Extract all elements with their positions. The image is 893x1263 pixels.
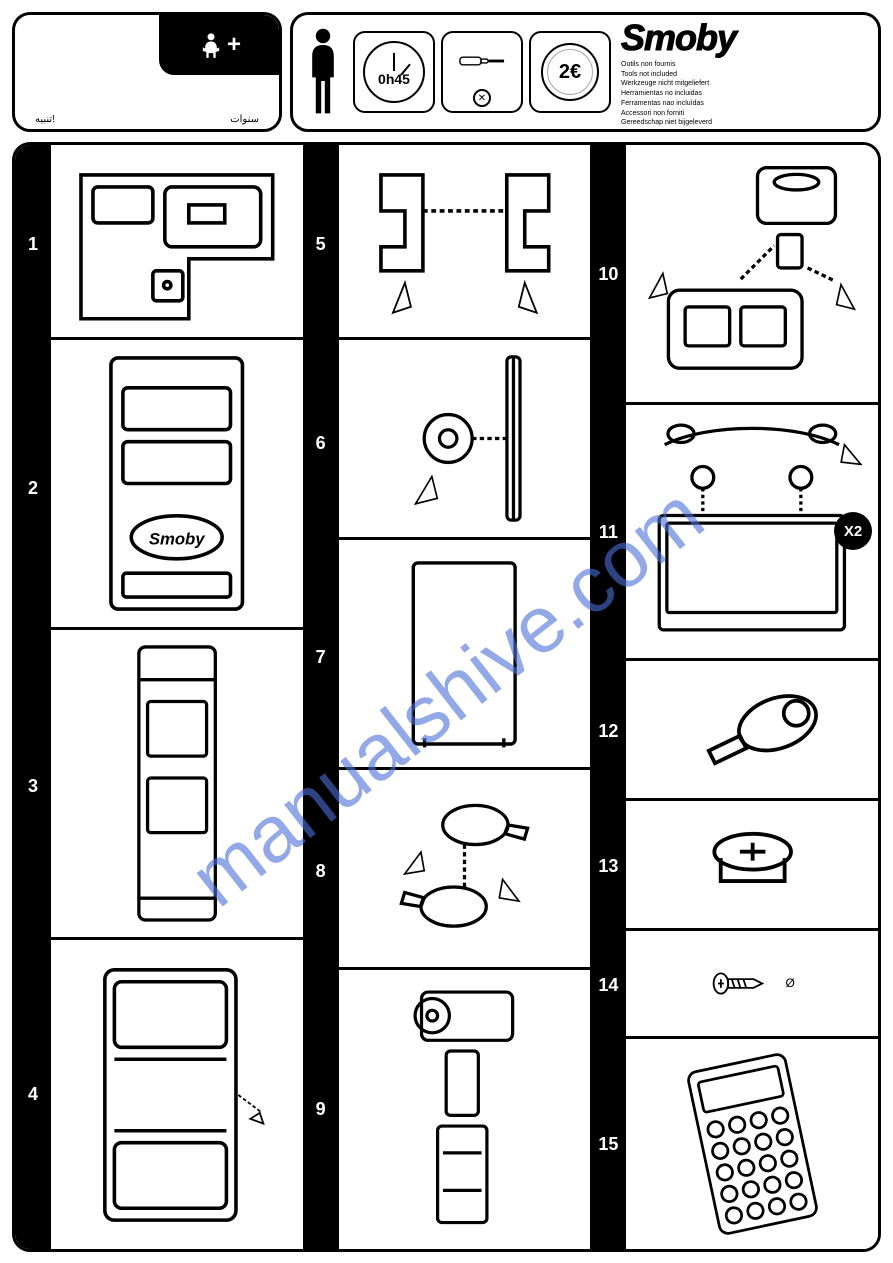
tools-note-5: Accessori non forniti: [621, 110, 787, 118]
part-4: [51, 940, 303, 1250]
panel-icon: [385, 546, 543, 761]
counter-top-icon: [57, 151, 297, 331]
part-label-11: 11: [590, 404, 626, 663]
screwdriver-card: ✕: [441, 31, 523, 113]
part-14: Ø: [626, 931, 878, 1039]
tools-note-0: Outils non fournis: [621, 61, 787, 69]
image-col-2: [339, 145, 591, 1249]
image-col-3: X2: [626, 145, 878, 1249]
part-label-9: 9: [303, 971, 339, 1249]
time-card: 0h45: [353, 31, 435, 113]
part-label-3: 3: [15, 632, 51, 940]
screwdriver-icon: [458, 37, 506, 85]
coin-icon: 2€: [541, 43, 599, 101]
part-label-2: 2: [15, 344, 51, 632]
parts-grid: manualshive.com 1 2 3 4: [12, 142, 881, 1252]
arabic-years: سنوات: [230, 114, 259, 125]
basket-hooks-icon: [345, 151, 585, 331]
cabinet-front-icon: Smoby: [93, 346, 260, 621]
part-label-8: 8: [303, 772, 339, 971]
tools-note-2: Werkzeuge nicht mitgeliefert: [621, 80, 787, 88]
coin-value: 2€: [559, 61, 581, 84]
part-label-10: 10: [590, 145, 626, 404]
part-3: [51, 630, 303, 940]
part-2: Smoby: [51, 340, 303, 630]
part-11: X2: [626, 405, 878, 661]
part-label-7: 7: [303, 543, 339, 772]
part-label-13: 13: [590, 801, 626, 930]
age-warning-box: + تنبيه! سنوات: [12, 12, 282, 132]
part-10: [626, 145, 878, 405]
part-label-6: 6: [303, 344, 339, 543]
age-icon-badge: +: [159, 15, 279, 75]
part-13: [626, 801, 878, 931]
part-label-15: 15: [590, 1040, 626, 1249]
tools-note-4: Ferramentas nao incluídas: [621, 100, 787, 108]
label-col-1: 1 2 3 4: [15, 145, 51, 1249]
tools-note-1: Tools not included: [621, 71, 787, 79]
child-icon: [197, 31, 225, 59]
stand-assembly-icon: [384, 976, 545, 1244]
label-col-2: 5 6 7 8 9: [303, 145, 339, 1249]
image-col-1: Smoby: [51, 145, 303, 1249]
cap-screw-icon: [676, 807, 829, 922]
clock-icon: 0h45: [363, 41, 425, 103]
tools-note-6: Gereedschap niet bijgeleverd: [621, 119, 787, 127]
part-5: [339, 145, 591, 340]
adult-icon: [299, 27, 347, 117]
svg-text:Smoby: Smoby: [149, 529, 205, 548]
part-12: [626, 661, 878, 801]
part-15: [626, 1039, 878, 1249]
part-1: [51, 145, 303, 340]
part-label-12: 12: [590, 662, 626, 801]
part-label-5: 5: [303, 145, 339, 344]
label-col-3: 10 11 12 13 14 15: [590, 145, 626, 1249]
scanner-icon: [665, 667, 840, 792]
plus-icon: +: [227, 31, 241, 59]
coin-card: 2€: [529, 31, 611, 113]
assembly-info-box: 0h45 ✕ 2€ Smoby Outils non fournis Tools…: [290, 12, 881, 132]
part-8: [339, 770, 591, 970]
brand-column: Smoby Outils non fournis Tools not inclu…: [617, 17, 787, 127]
register-assembly-icon: [635, 151, 869, 396]
cross-head-icon: ✕: [473, 89, 491, 107]
assembly-time: 0h45: [378, 71, 410, 87]
arabic-warning: تنبيه!: [35, 114, 55, 125]
quantity-badge: X2: [834, 512, 872, 550]
part-label-14: 14: [590, 931, 626, 1040]
part-7: [339, 540, 591, 770]
part-label-4: 4: [15, 941, 51, 1249]
calculator-icon: [670, 1045, 835, 1243]
brand-logo: Smoby: [621, 17, 787, 59]
screw-icon: [710, 969, 768, 998]
diameter-spec: Ø: [786, 976, 795, 990]
part-label-1: 1: [15, 145, 51, 344]
header: + تنبيه! سنوات 0h45 ✕: [12, 12, 881, 132]
cabinet-side-icon: [117, 636, 237, 931]
part-6: [339, 340, 591, 540]
cabinet-back-icon: [81, 946, 272, 1244]
sign-clips-icon: [372, 776, 557, 961]
part-9: [339, 970, 591, 1250]
pole-wheel-icon: [372, 346, 557, 531]
tools-note-3: Herramientas no incluidas: [621, 90, 787, 98]
